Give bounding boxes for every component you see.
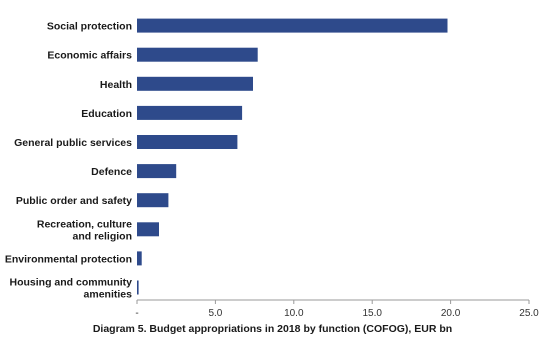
bar-defence <box>137 164 177 179</box>
category-label: Public order and safety <box>16 195 132 207</box>
category-label: Education <box>81 108 132 120</box>
category-labels: Social protection Economic affairs Health E… <box>5 21 132 301</box>
x-tick-label: - <box>135 308 138 319</box>
bar-economic-affairs <box>137 47 258 62</box>
x-axis-ticks: - 5.0 10.0 15.0 20.0 25.0 <box>135 300 539 319</box>
category-label: Housing and community amenities <box>9 277 132 301</box>
category-label: Economic affairs <box>47 50 132 62</box>
bar-social-protection <box>137 18 448 33</box>
bars-group <box>137 18 448 295</box>
bar-housing-and-community-amenities <box>137 280 139 295</box>
category-label: General public services <box>14 137 132 149</box>
category-label: Recreation, culture and religion <box>37 218 132 242</box>
x-tick-label: 25.0 <box>519 308 539 319</box>
bar-public-order-and-safety <box>137 193 169 208</box>
category-label: Social protection <box>47 21 132 33</box>
x-tick-label: 5.0 <box>208 308 222 319</box>
chart-caption: Diagram 5. Budget appropriations in 2018… <box>92 323 453 335</box>
bar-health <box>137 76 253 91</box>
category-label: Environmental protection <box>5 253 132 265</box>
bar-general-public-services <box>137 135 238 149</box>
x-tick-label: 15.0 <box>362 308 382 319</box>
x-tick-label: 20.0 <box>441 308 461 319</box>
category-label: Defence <box>91 166 132 178</box>
bar-education <box>137 105 243 120</box>
bar-environmental-protection <box>137 251 142 266</box>
x-tick-label: 10.0 <box>284 308 304 319</box>
bar-recreation-culture-and-religion <box>137 222 159 237</box>
category-label: Health <box>100 79 132 91</box>
